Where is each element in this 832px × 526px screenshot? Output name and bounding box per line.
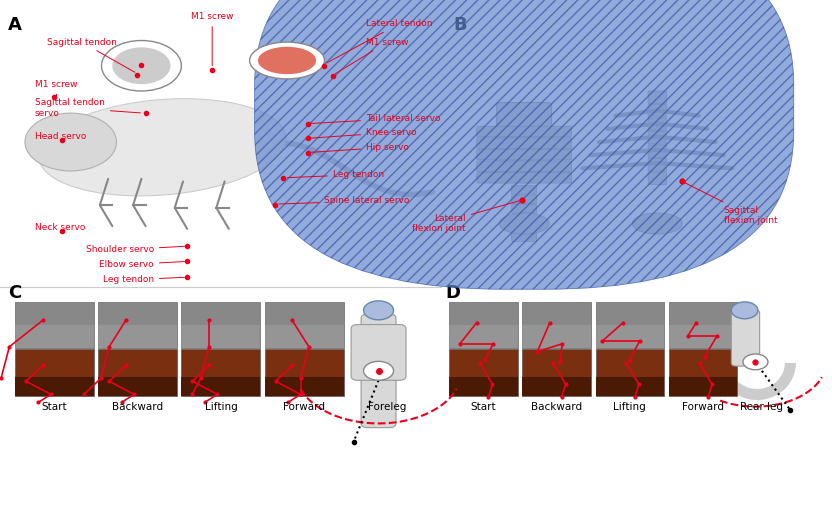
- Circle shape: [743, 354, 768, 370]
- Ellipse shape: [499, 213, 549, 234]
- FancyBboxPatch shape: [255, 0, 794, 289]
- Text: Backward: Backward: [112, 402, 163, 412]
- Text: Hip servo: Hip servo: [310, 143, 409, 153]
- Text: Elbow servo: Elbow servo: [99, 260, 185, 269]
- Text: Shoulder servo: Shoulder servo: [86, 245, 185, 255]
- Text: Spine lateral servo: Spine lateral servo: [279, 196, 410, 206]
- FancyBboxPatch shape: [477, 126, 572, 137]
- Text: Forward: Forward: [283, 402, 325, 412]
- Text: A: A: [8, 16, 22, 34]
- Text: M1 screw: M1 screw: [191, 12, 234, 66]
- Circle shape: [364, 361, 394, 380]
- FancyBboxPatch shape: [648, 91, 666, 104]
- Text: Sagittal tendon
servo: Sagittal tendon servo: [35, 98, 141, 117]
- Text: Knee servo: Knee servo: [310, 128, 417, 138]
- Text: Start: Start: [42, 402, 67, 412]
- FancyBboxPatch shape: [648, 159, 666, 171]
- FancyBboxPatch shape: [265, 377, 344, 396]
- FancyBboxPatch shape: [669, 302, 737, 348]
- Ellipse shape: [258, 47, 316, 74]
- FancyBboxPatch shape: [522, 325, 591, 348]
- FancyBboxPatch shape: [98, 377, 177, 396]
- Text: Neck servo: Neck servo: [35, 222, 86, 232]
- FancyBboxPatch shape: [512, 186, 537, 194]
- Text: Lateral tendon: Lateral tendon: [327, 19, 433, 63]
- Text: Sagittal
flexion joint: Sagittal flexion joint: [685, 183, 777, 225]
- Text: M1 screw: M1 screw: [35, 79, 77, 97]
- Circle shape: [112, 47, 171, 84]
- Ellipse shape: [632, 213, 682, 234]
- FancyBboxPatch shape: [669, 377, 737, 396]
- FancyBboxPatch shape: [648, 105, 666, 117]
- FancyBboxPatch shape: [648, 118, 666, 130]
- FancyBboxPatch shape: [449, 377, 518, 396]
- Text: Leg tendon: Leg tendon: [287, 170, 384, 179]
- FancyBboxPatch shape: [669, 325, 737, 348]
- FancyBboxPatch shape: [477, 173, 572, 183]
- FancyBboxPatch shape: [522, 302, 591, 348]
- FancyBboxPatch shape: [512, 233, 537, 241]
- FancyBboxPatch shape: [15, 302, 94, 348]
- Circle shape: [102, 41, 181, 91]
- Circle shape: [364, 301, 394, 320]
- FancyBboxPatch shape: [181, 325, 260, 348]
- FancyBboxPatch shape: [181, 302, 260, 348]
- FancyBboxPatch shape: [648, 145, 666, 158]
- Text: Lifting: Lifting: [205, 402, 237, 412]
- FancyBboxPatch shape: [512, 214, 537, 222]
- Text: Lifting: Lifting: [613, 402, 646, 412]
- FancyBboxPatch shape: [265, 325, 344, 348]
- FancyBboxPatch shape: [522, 377, 591, 396]
- FancyBboxPatch shape: [449, 325, 518, 348]
- Text: Foreleg: Foreleg: [368, 402, 406, 412]
- Text: Start: Start: [471, 402, 496, 412]
- FancyBboxPatch shape: [98, 325, 177, 348]
- Text: D: D: [445, 284, 460, 302]
- FancyBboxPatch shape: [477, 149, 572, 160]
- FancyBboxPatch shape: [181, 377, 260, 396]
- FancyBboxPatch shape: [351, 325, 406, 380]
- FancyBboxPatch shape: [265, 349, 344, 396]
- FancyBboxPatch shape: [98, 302, 177, 348]
- Ellipse shape: [250, 42, 324, 79]
- Text: Lateral
flexion joint: Lateral flexion joint: [413, 200, 520, 233]
- FancyBboxPatch shape: [596, 302, 664, 348]
- Text: Sagittal tendon: Sagittal tendon: [47, 37, 135, 72]
- Text: Tail lateral servo: Tail lateral servo: [310, 114, 441, 124]
- FancyBboxPatch shape: [477, 161, 572, 171]
- FancyBboxPatch shape: [522, 349, 591, 396]
- Text: Head servo: Head servo: [35, 132, 87, 141]
- Text: Leg tendon: Leg tendon: [103, 275, 185, 285]
- FancyBboxPatch shape: [15, 349, 94, 396]
- Ellipse shape: [38, 99, 286, 196]
- FancyBboxPatch shape: [361, 314, 396, 428]
- FancyBboxPatch shape: [648, 132, 666, 144]
- Circle shape: [731, 302, 758, 319]
- Text: Forward: Forward: [682, 402, 724, 412]
- FancyBboxPatch shape: [98, 349, 177, 396]
- FancyBboxPatch shape: [669, 349, 737, 396]
- FancyBboxPatch shape: [596, 325, 664, 348]
- Text: Backward: Backward: [531, 402, 582, 412]
- FancyBboxPatch shape: [449, 302, 518, 348]
- FancyBboxPatch shape: [449, 349, 518, 396]
- FancyBboxPatch shape: [15, 325, 94, 348]
- FancyBboxPatch shape: [596, 377, 664, 396]
- Text: M1 screw: M1 screw: [335, 37, 409, 74]
- FancyBboxPatch shape: [497, 103, 552, 181]
- FancyBboxPatch shape: [731, 310, 760, 366]
- FancyBboxPatch shape: [596, 349, 664, 396]
- FancyBboxPatch shape: [15, 377, 94, 396]
- FancyBboxPatch shape: [265, 302, 344, 348]
- FancyBboxPatch shape: [512, 224, 537, 232]
- FancyBboxPatch shape: [512, 205, 537, 213]
- FancyBboxPatch shape: [181, 349, 260, 396]
- Text: Rear leg: Rear leg: [740, 402, 783, 412]
- Text: B: B: [453, 16, 467, 34]
- Text: C: C: [8, 284, 22, 302]
- FancyBboxPatch shape: [512, 195, 537, 204]
- Circle shape: [25, 113, 116, 171]
- FancyBboxPatch shape: [648, 172, 666, 185]
- FancyBboxPatch shape: [477, 138, 572, 148]
